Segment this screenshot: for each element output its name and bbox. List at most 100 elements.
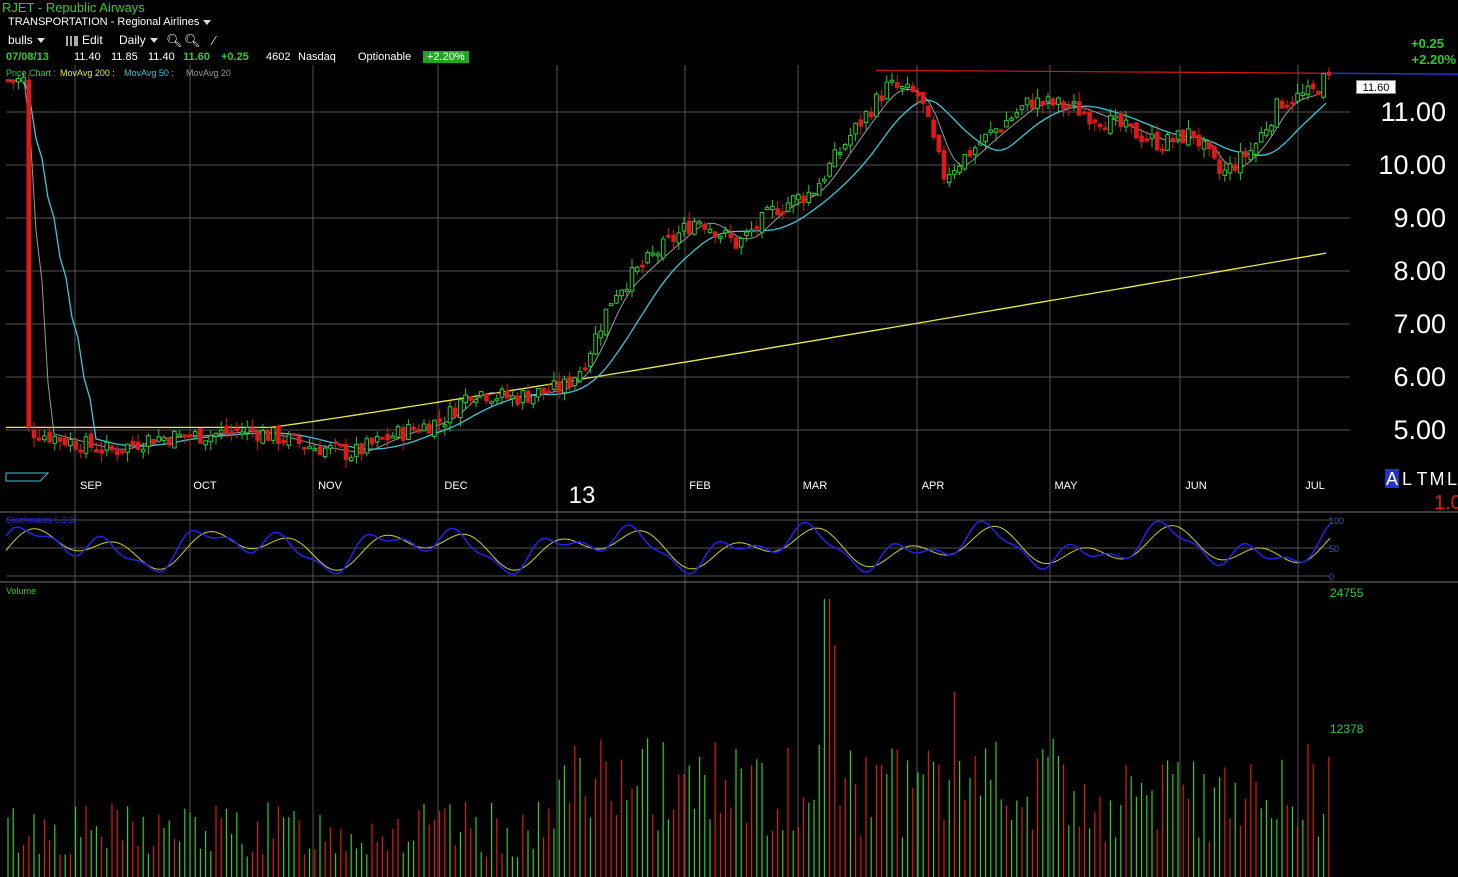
candle-body	[317, 446, 323, 456]
candle-body	[842, 143, 848, 150]
candle-body	[650, 252, 656, 256]
candle-body	[941, 150, 947, 180]
candle-body	[510, 395, 515, 400]
candle-body	[530, 395, 536, 405]
candle-body	[764, 207, 770, 211]
candle-body	[858, 119, 864, 127]
candle-body	[1087, 111, 1092, 125]
quote-volume: 4602	[266, 51, 291, 63]
candle-body	[733, 237, 739, 249]
candle-body	[515, 395, 520, 405]
candle-body	[16, 78, 21, 83]
candle-body	[156, 436, 162, 442]
candle-body	[1264, 129, 1269, 136]
candle-body	[655, 253, 661, 257]
zoom-in-icon[interactable]: 🔍︎	[166, 33, 183, 48]
scale-letter-a: A	[1386, 469, 1398, 489]
volume-tick-label: 24755	[1330, 586, 1364, 600]
candle-body	[551, 380, 557, 390]
price-pane	[0, 65, 1350, 470]
candle-body	[416, 428, 422, 433]
candle-body	[754, 226, 760, 230]
candle-body	[1108, 115, 1113, 134]
study-ma20[interactable]: MovAvg 20	[186, 68, 231, 78]
candle-body	[130, 440, 136, 446]
draw-tool-icon[interactable]: ∕	[213, 33, 216, 48]
y-tick-label: 10.00	[1378, 150, 1446, 180]
candle-body	[1201, 140, 1207, 150]
candle-body	[1076, 101, 1082, 116]
period-dropdown[interactable]: Daily	[119, 33, 158, 47]
candle-body	[863, 111, 869, 124]
candle-body	[822, 178, 827, 182]
candle-body	[1097, 124, 1103, 128]
candle-body	[1014, 112, 1020, 118]
candle-body	[816, 183, 822, 196]
candle-body	[198, 428, 203, 444]
study-ma50[interactable]: MovAvg 50 :	[124, 68, 174, 78]
candle-body	[411, 426, 416, 430]
candle-body	[905, 83, 910, 88]
scale-letter-l: L	[1447, 469, 1457, 489]
candle-body	[998, 129, 1004, 133]
quote-change: +0.25	[221, 51, 249, 63]
x-tick-label: MAY	[1054, 480, 1078, 492]
candle-body	[796, 194, 801, 201]
candle-body	[1316, 91, 1321, 95]
candle-body	[1258, 132, 1264, 143]
candle-body	[172, 430, 177, 449]
candle-body	[1160, 148, 1165, 152]
candle-body	[811, 192, 817, 196]
candle-body	[1134, 122, 1139, 139]
study-ma200[interactable]: MovAvg 200 :	[60, 68, 115, 78]
candle-body	[385, 434, 390, 441]
candle-body	[1019, 105, 1025, 110]
candle-body	[910, 85, 916, 93]
last-price-marker: 11.60	[1356, 80, 1396, 94]
candle-body	[114, 450, 120, 455]
candle-body	[400, 427, 406, 441]
candle-body	[1300, 92, 1306, 96]
candle-body	[1180, 129, 1186, 144]
candle-body	[520, 390, 526, 404]
symbol-title[interactable]: RJET - Republic Airways	[2, 0, 145, 15]
candle-body	[952, 170, 957, 175]
candle-body	[484, 393, 489, 402]
candle-body	[1071, 101, 1077, 105]
candle-body	[915, 91, 921, 97]
candle-body	[931, 119, 936, 138]
candle-body	[364, 438, 370, 454]
candle-body	[577, 371, 583, 382]
candle-body	[135, 441, 141, 450]
candle-body	[499, 388, 505, 398]
quote-low: 11.40	[148, 51, 175, 63]
candle-body	[640, 264, 645, 268]
candle-body	[442, 424, 448, 428]
candle-body	[1092, 119, 1098, 123]
x-tick-label: OCT	[193, 480, 217, 492]
candle-body	[978, 142, 983, 146]
candle-body	[94, 449, 99, 453]
y-tick-label: 11.00	[1380, 97, 1446, 127]
candle-body	[47, 431, 52, 443]
candle-body	[676, 232, 682, 244]
candle-body	[322, 447, 328, 458]
chevron-down-icon	[36, 38, 45, 44]
sector-dropdown[interactable]: TRANSPORTATION - Regional Airlines	[8, 16, 212, 28]
candle-body	[1232, 164, 1238, 171]
edit-button[interactable]: Edit	[66, 33, 103, 47]
watchlist-dropdown[interactable]: bulls	[8, 33, 45, 47]
scale-active-box	[1385, 469, 1399, 488]
candle-body	[556, 381, 562, 393]
candle-body	[562, 378, 567, 394]
stoch-tick-label: 50	[1329, 544, 1339, 554]
zoom-out-icon[interactable]: 🔍︎	[184, 33, 201, 48]
bars-icon	[66, 35, 78, 46]
candle-body	[146, 435, 151, 447]
candle-body	[1165, 134, 1170, 151]
study-price-chart[interactable]: Price Chart :	[6, 68, 57, 78]
candle-body	[26, 79, 32, 428]
candle-body	[52, 435, 58, 444]
candle-body	[1279, 100, 1285, 109]
